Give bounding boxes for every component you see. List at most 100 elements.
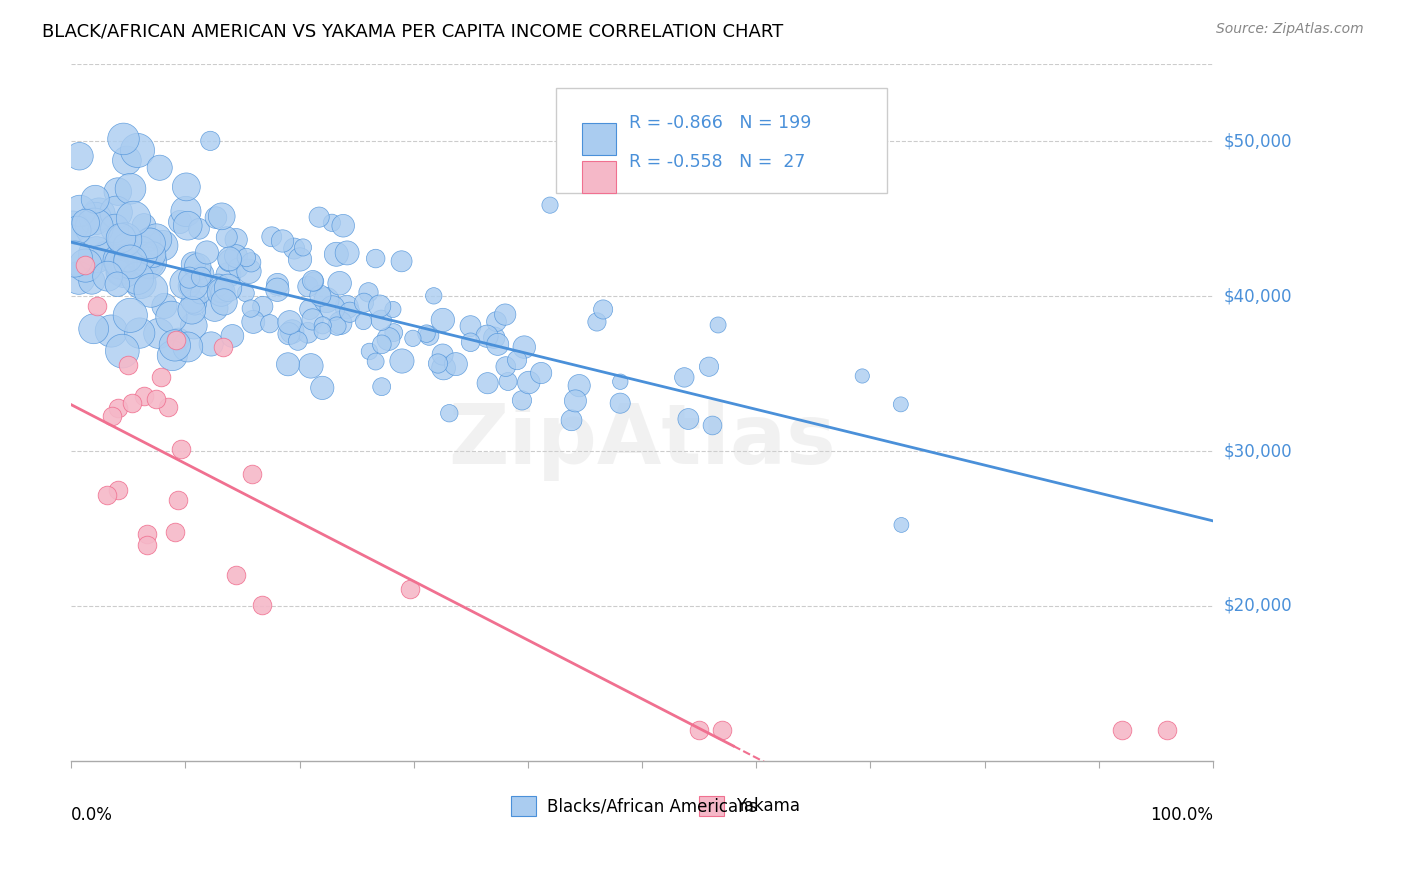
Point [128, 326, 150, 340]
Point [127, 271, 149, 285]
Point [156, 401, 179, 415]
Point [104, 221, 127, 235]
Point [107, 483, 129, 497]
Point [132, 219, 155, 233]
Point [325, 247, 347, 261]
Point [129, 276, 152, 290]
Point [142, 247, 165, 261]
Point [302, 274, 325, 288]
Point [242, 315, 264, 329]
Point [107, 253, 129, 268]
Point [391, 354, 413, 368]
Point [211, 210, 233, 224]
Point [506, 353, 529, 368]
Point [851, 369, 873, 384]
Text: R = -0.558   N =  27: R = -0.558 N = 27 [630, 153, 806, 170]
Point [460, 319, 482, 334]
Point [1156, 723, 1178, 737]
Point [69, 149, 91, 163]
Point [107, 265, 129, 279]
Point [217, 268, 239, 282]
Point [112, 262, 135, 277]
Text: $40,000: $40,000 [1225, 287, 1292, 305]
Point [321, 216, 343, 230]
Point [135, 538, 157, 552]
Point [145, 232, 167, 246]
Point [83, 322, 105, 336]
Point [250, 598, 273, 612]
Point [127, 144, 149, 158]
Point [139, 236, 162, 251]
Point [586, 315, 609, 329]
Point [179, 270, 201, 285]
Point [66, 223, 89, 237]
Point [205, 211, 228, 225]
Point [190, 270, 212, 285]
Point [259, 317, 281, 331]
Point [183, 257, 205, 271]
Point [215, 230, 238, 244]
Point [101, 409, 124, 423]
Point [377, 332, 399, 346]
Point [183, 278, 205, 293]
Point [710, 723, 733, 737]
Point [170, 442, 193, 457]
Point [311, 324, 333, 338]
Point [297, 326, 319, 340]
Point [288, 252, 311, 267]
Point [266, 283, 288, 297]
Point [475, 329, 498, 343]
Point [225, 249, 247, 263]
Point [105, 205, 128, 219]
Point [560, 413, 582, 427]
FancyBboxPatch shape [557, 88, 887, 193]
Point [517, 376, 540, 390]
Point [240, 467, 263, 481]
Point [167, 332, 190, 346]
Point [115, 258, 138, 272]
Point [364, 252, 387, 266]
Point [592, 302, 614, 317]
Point [271, 234, 294, 248]
Point [121, 395, 143, 409]
Point [139, 284, 162, 298]
Point [89, 207, 111, 221]
Point [177, 340, 200, 354]
Point [329, 316, 352, 330]
Point [149, 369, 172, 384]
Point [278, 316, 301, 330]
Point [301, 312, 323, 326]
Point [496, 375, 519, 389]
Point [609, 396, 631, 410]
Text: Yakama: Yakama [735, 797, 800, 815]
Point [510, 393, 533, 408]
Point [359, 344, 381, 359]
Text: $30,000: $30,000 [1225, 442, 1292, 460]
Point [702, 418, 724, 433]
Point [311, 381, 333, 395]
Point [260, 229, 283, 244]
Point [226, 260, 249, 275]
Point [138, 232, 160, 246]
Point [890, 397, 912, 411]
Point [432, 313, 454, 327]
Point [153, 299, 176, 313]
Point [180, 303, 202, 318]
Point [111, 344, 134, 359]
Point [336, 300, 359, 314]
Point [339, 305, 361, 319]
Point [890, 518, 912, 533]
Point [200, 337, 222, 351]
Point [190, 286, 212, 301]
Point [97, 269, 120, 284]
Point [160, 310, 183, 324]
Point [75, 216, 97, 230]
Point [329, 277, 352, 291]
Text: ZipAtlas: ZipAtlas [449, 400, 837, 481]
Point [568, 378, 591, 392]
Point [278, 326, 301, 341]
Point [302, 275, 325, 289]
Point [485, 315, 508, 329]
Point [238, 264, 260, 278]
Point [321, 301, 343, 316]
